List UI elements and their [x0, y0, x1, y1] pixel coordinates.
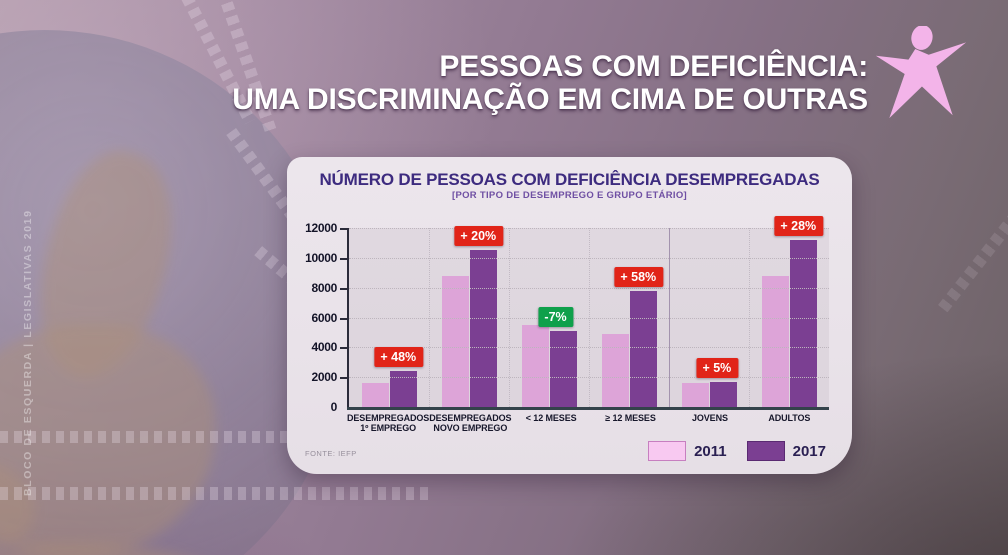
bar-2017: [709, 381, 737, 407]
x-axis-labels: DESEMPREGADOS 1º EMPREGO DESEMPREGADOS NO…: [347, 413, 829, 434]
bar-2011: [681, 383, 709, 407]
bar-2017: [469, 250, 497, 407]
y-axis-labels: 12000 10000 8000 6000 4000 2000 0: [287, 221, 338, 414]
bar-2011: [441, 275, 469, 407]
bar-group: + 28%: [749, 215, 829, 407]
bar-2011: [361, 383, 389, 407]
bar-groups: + 48% + 20% -7% + 58% + 5% + 28%: [349, 215, 829, 407]
chain-ribbon-decoration: [938, 171, 1008, 313]
bar-2011: [601, 333, 629, 407]
legend-item: 2017: [746, 441, 826, 461]
page-title: PESSOAS COM DEFICIÊNCIA: UMA DISCRIMINAÇ…: [232, 50, 868, 116]
y-tick-label: 8000: [311, 280, 338, 295]
bar-2011: [761, 275, 789, 407]
chart-legend: 2011 2017: [648, 441, 826, 461]
bar-group: + 48%: [349, 228, 429, 407]
y-tick-label: 2000: [311, 370, 338, 385]
section-divider: [668, 228, 670, 407]
legend-label: 2017: [792, 442, 826, 460]
legend-swatch: [746, 441, 785, 461]
category-separator: [428, 228, 430, 407]
chain-ribbon-decoration: [0, 487, 430, 500]
category-separator: [589, 228, 590, 407]
legend-label: 2011: [694, 442, 727, 460]
x-axis-label: ADULTOS: [768, 413, 811, 423]
chart-subtitle: [POR TIPO DE DESEMPREGO E GRUPO ETÁRIO]: [452, 190, 687, 201]
legend-swatch: [648, 441, 687, 461]
legend-item: 2011: [648, 441, 727, 461]
y-tick-label: 6000: [311, 310, 338, 325]
plot-area: + 48% + 20% -7% + 58% + 5% + 28%: [340, 215, 829, 410]
bar-group: + 58%: [589, 228, 669, 407]
change-badge: + 48%: [374, 347, 424, 368]
x-axis-label: DESEMPREGADOS 1º EMPREGO: [347, 413, 430, 434]
x-axis-label: DESEMPREGADOS NOVO EMPREGO: [429, 413, 512, 434]
category-separator: [508, 228, 510, 407]
chain-ribbon-decoration: [0, 431, 300, 443]
page-title-line1: PESSOAS COM DEFICIÊNCIA:: [439, 50, 868, 83]
chart-card: NÚMERO DE PESSOAS COM DEFICIÊNCIA DESEMP…: [287, 157, 852, 474]
y-tick-label: 0: [330, 400, 338, 414]
chart-title: NÚMERO DE PESSOAS COM DEFICIÊNCIA DESEMP…: [319, 170, 820, 189]
y-tick-label: 10000: [305, 250, 337, 265]
x-axis-label: < 12 MESES: [525, 413, 577, 423]
change-badge: + 20%: [454, 226, 504, 247]
y-tick-label: 4000: [311, 340, 338, 355]
bar-2017: [789, 239, 817, 407]
source-note: FONTE: IEFP: [305, 449, 357, 458]
bar-group: + 20%: [429, 226, 509, 407]
bar-2011: [521, 324, 549, 407]
category-separator: [749, 228, 750, 407]
change-badge: + 5%: [696, 357, 739, 378]
change-badge: -7%: [538, 306, 574, 327]
x-axis-label: ≥ 12 MESES: [605, 413, 656, 423]
bar-2017: [549, 330, 577, 407]
change-badge: + 58%: [614, 266, 664, 287]
star-person-icon: [875, 26, 967, 119]
x-axis-line: [347, 407, 829, 410]
watermark-text: BLOCO DE ESQUERDA | LEGISLATIVAS 2019: [22, 209, 34, 496]
bar-2017: [629, 290, 657, 407]
bar-group: + 5%: [669, 228, 749, 407]
y-tick-label: 12000: [305, 221, 337, 235]
page-title-line2: UMA DISCRIMINAÇÃO EM CIMA DE OUTRAS: [232, 83, 868, 116]
bar-group: -7%: [509, 228, 589, 407]
change-badge: + 28%: [774, 215, 824, 236]
x-axis-label: JOVENS: [691, 413, 728, 423]
